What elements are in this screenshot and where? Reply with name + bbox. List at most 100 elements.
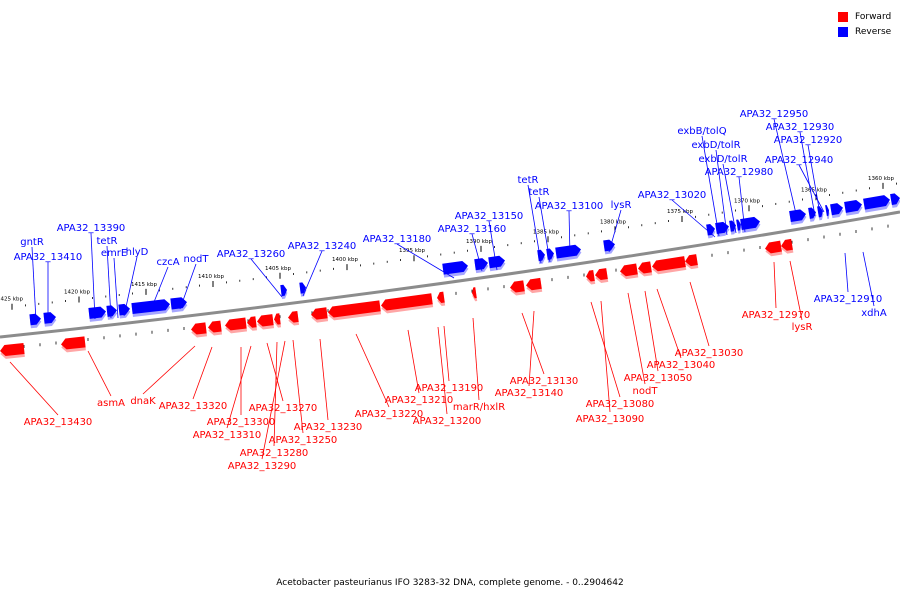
reverse-gene-arrow[interactable] — [442, 260, 469, 278]
reverse-gene-arrow[interactable] — [789, 209, 807, 225]
gene-label: APA32_13140 — [495, 388, 564, 399]
label-leader — [407, 329, 420, 394]
gene-label: APA32_13020 — [638, 190, 707, 201]
gene-label: exbD/tolR — [698, 154, 747, 165]
forward-gene-arrow[interactable] — [764, 240, 783, 257]
forward-gene-arrow[interactable] — [327, 300, 382, 321]
label-leader — [521, 312, 545, 375]
label-leader — [250, 258, 283, 298]
gene-label: APA32_13300 — [207, 417, 276, 428]
forward-gene-arrow[interactable] — [310, 307, 329, 323]
reverse-gene-arrow[interactable] — [280, 284, 288, 300]
label-leader — [590, 301, 621, 398]
ruler-tick-label: 1400 kbp — [332, 257, 358, 263]
forward-gene-arrow[interactable] — [594, 268, 609, 284]
ruler-tick-label: 1425 kbp — [0, 297, 23, 303]
gene-label: APA32_13250 — [269, 435, 338, 446]
gene-label: tetR — [518, 175, 539, 186]
ruler-tick-label: 1385 kbp — [533, 229, 559, 235]
reverse-gene-arrow[interactable] — [299, 282, 307, 297]
reverse-gene-arrow[interactable] — [546, 248, 555, 263]
label-leader — [644, 290, 659, 372]
gene-label: APA32_13230 — [294, 422, 363, 433]
reverse-gene-arrow[interactable] — [808, 207, 817, 222]
gene-label: APA32_13390 — [57, 223, 126, 234]
label-leader — [528, 310, 535, 387]
label-leader — [722, 163, 737, 234]
forward-gene-arrow[interactable] — [471, 287, 478, 302]
reverse-gene-arrow[interactable] — [890, 193, 900, 208]
forward-gene-arrow[interactable] — [60, 336, 86, 353]
ruler-tick-label: 1375 kbp — [667, 209, 693, 215]
reverse-gene-arrow[interactable] — [825, 204, 830, 220]
reverse-gene-arrow[interactable] — [603, 239, 616, 255]
label-leader — [471, 233, 483, 272]
forward-gene-arrow[interactable] — [0, 343, 25, 359]
forward-gene-arrow[interactable] — [436, 291, 446, 307]
gene-label: APA32_13180 — [363, 234, 432, 245]
caption: Acetobacter pasteurianus IFO 3283-32 DNA… — [276, 578, 624, 588]
reverse-strand-features: gntRAPA32_13410APA32_13390tetRemrEhlyDcz… — [14, 109, 900, 329]
genome-backbone — [0, 210, 900, 339]
ruler-tick-label: 1420 kbp — [64, 290, 90, 296]
reverse-gene-arrow[interactable] — [740, 216, 761, 233]
ruler-tick-label: 1365 kbp — [801, 187, 827, 193]
label-leader — [656, 288, 682, 359]
reverse-gene-arrow[interactable] — [830, 202, 844, 219]
reverse-gene-arrow[interactable] — [474, 257, 489, 274]
label-leader — [773, 261, 777, 309]
gene-label: APA32_13160 — [438, 224, 507, 235]
reverse-gene-arrow[interactable] — [106, 305, 118, 320]
forward-gene-arrow[interactable] — [246, 316, 258, 331]
legend-label-reverse: Reverse — [855, 26, 892, 37]
reverse-gene-arrow[interactable] — [844, 199, 863, 216]
label-leader — [113, 257, 119, 319]
forward-gene-arrow[interactable] — [380, 293, 434, 314]
reverse-gene-arrow[interactable] — [736, 219, 742, 234]
forward-gene-arrow[interactable] — [224, 317, 248, 334]
label-leader — [799, 131, 816, 217]
ruler: 1425 kbp 1420 kbp 1415 kbp 1410 kbp 1405 kbp… — [0, 176, 897, 350]
ruler-tick-label: 1410 kbp — [198, 274, 224, 280]
reverse-gene-arrow[interactable] — [29, 313, 42, 329]
label-leader — [355, 333, 390, 408]
label-leader — [807, 144, 821, 215]
forward-gene-arrow[interactable] — [525, 277, 543, 294]
label-leader — [179, 263, 197, 310]
reverse-gene-arrow[interactable] — [817, 206, 824, 221]
gene-label: APA32_13210 — [385, 395, 454, 406]
label-leader — [701, 135, 720, 237]
gene-label: APA32_13280 — [240, 448, 309, 459]
forward-gene-arrow[interactable] — [190, 322, 208, 338]
gene-label: APA32_13090 — [576, 414, 645, 425]
ruler-tick-label: 1370 kbp — [734, 198, 760, 204]
forward-gene-arrow[interactable] — [637, 261, 653, 277]
forward-gene-arrow[interactable] — [256, 314, 275, 330]
gene-label: APA32_13130 — [510, 376, 579, 387]
reverse-gene-arrow[interactable] — [170, 297, 188, 313]
gene-label: APA32_12910 — [814, 294, 883, 305]
reverse-gene-arrow[interactable] — [706, 223, 716, 239]
forward-gene-arrow[interactable] — [619, 263, 639, 280]
reverse-gene-arrow[interactable] — [488, 255, 506, 272]
forward-gene-arrow[interactable] — [780, 238, 794, 255]
label-leader — [192, 346, 213, 400]
reverse-gene-arrow[interactable] — [555, 244, 582, 262]
gene-label: APA32_13150 — [455, 211, 524, 222]
forward-gene-arrow[interactable] — [287, 311, 300, 326]
label-leader — [488, 220, 498, 271]
forward-gene-arrow[interactable] — [207, 320, 223, 336]
reverse-gene-arrow[interactable] — [43, 312, 57, 327]
reverse-gene-arrow[interactable] — [537, 249, 546, 265]
reverse-gene-arrow[interactable] — [131, 299, 171, 318]
forward-gene-arrow[interactable] — [651, 256, 687, 275]
forward-gene-arrow[interactable] — [585, 270, 596, 285]
forward-gene-arrow[interactable] — [273, 313, 282, 328]
reverse-gene-arrow[interactable] — [88, 306, 107, 322]
gene-label: APA32_13220 — [355, 409, 424, 420]
forward-gene-arrow[interactable] — [684, 254, 699, 270]
reverse-gene-arrow[interactable] — [863, 194, 891, 213]
forward-gene-arrow[interactable] — [509, 280, 526, 296]
reverse-gene-arrow[interactable] — [118, 303, 131, 319]
